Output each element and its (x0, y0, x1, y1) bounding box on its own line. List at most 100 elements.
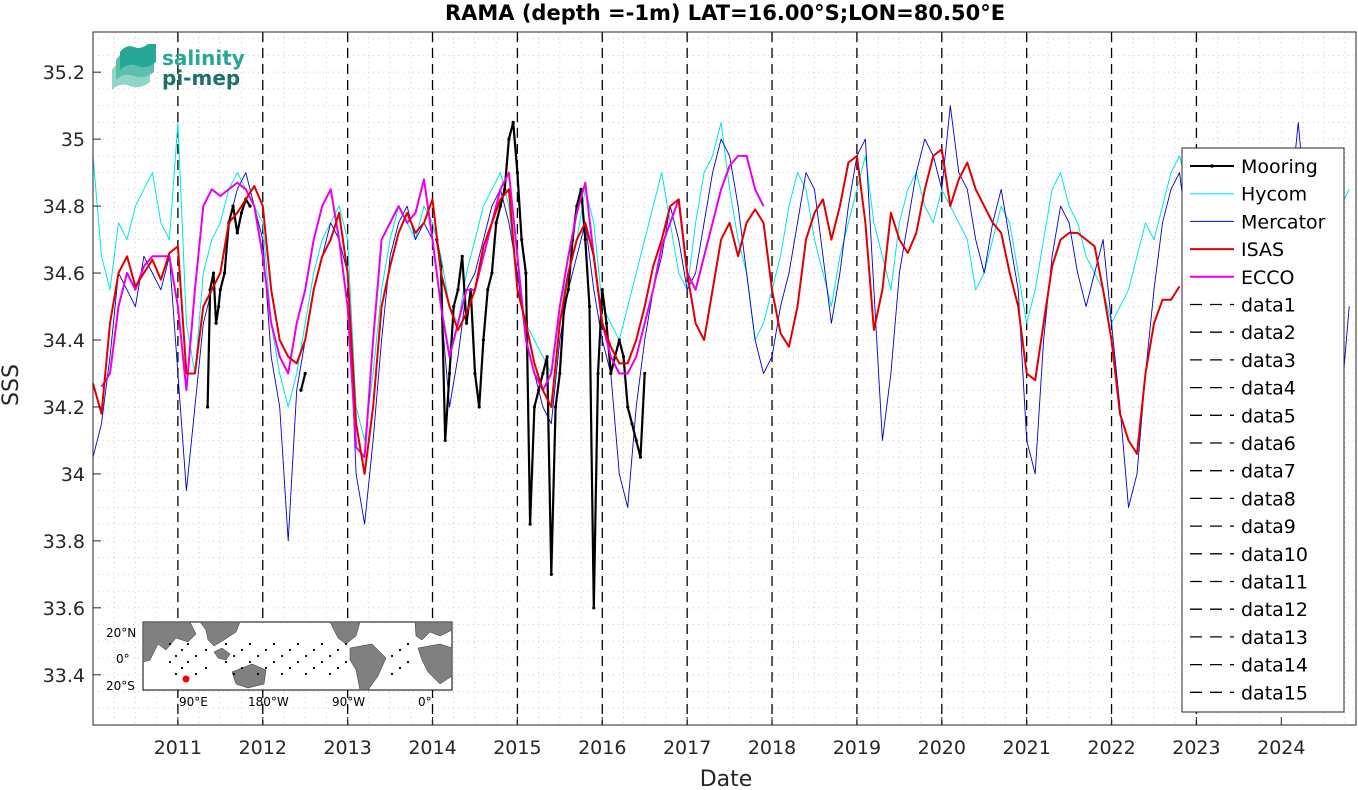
logo-text-line2: pi-mep (162, 66, 240, 90)
inset-mooring-dot (272, 642, 276, 646)
x-tick-label: 2015 (493, 737, 541, 759)
legend-label: data1 (1241, 295, 1296, 317)
legend-item: data2 (1190, 322, 1296, 344)
inset-mooring-dot (186, 642, 190, 646)
x-tick-label: 2019 (833, 737, 881, 759)
inset-mooring-dot (304, 672, 308, 676)
series-line-mercator (92, 105, 1350, 542)
inset-mooring-dot (240, 648, 244, 652)
inset-mooring-dot (248, 642, 252, 646)
inset-lon-label-180w: 180°W (248, 695, 289, 709)
series-mercator (92, 105, 1350, 542)
inset-mooring-dot (168, 642, 172, 646)
legend-label: ISAS (1241, 239, 1284, 261)
x-tick-label: 2023 (1172, 737, 1220, 759)
inset-lat-label-20n: 20°N (106, 626, 136, 640)
inset-mooring-dot (204, 648, 208, 652)
legend-item: ISAS (1190, 239, 1284, 261)
legend-label: data12 (1241, 599, 1308, 621)
inset-mooring-dot (312, 648, 316, 652)
legend-label: Mercator (1241, 211, 1326, 233)
series-line-mooring (299, 373, 307, 391)
legend-items: Mooring Hycom Mercator ISAS ECCO data1 data2 da… (1190, 156, 1326, 704)
legend-item: data10 (1190, 544, 1308, 566)
inset-lat-label-20s: 20°S (106, 679, 135, 693)
legend-item: Mooring (1190, 156, 1318, 178)
series-line-isas (92, 148, 1181, 475)
inset-mooring-dot (180, 666, 184, 670)
y-tick-label: 33.6 (43, 598, 85, 620)
inset-mooring-dot (398, 648, 402, 652)
inset-mooring-dot (204, 666, 208, 670)
inset-lon-label-0: 0° (418, 695, 432, 709)
inset-map-mooring-dots (168, 642, 410, 676)
inset-mooring-dot (320, 642, 324, 646)
inset-mooring-dot (390, 654, 394, 658)
legend-item: data11 (1190, 572, 1308, 594)
inset-mooring-dot (344, 642, 348, 646)
legend: Mooring Hycom Mercator ISAS ECCO data1 data2 da… (1181, 147, 1345, 713)
legend-label: data2 (1241, 322, 1296, 344)
y-axis-label: SSS (0, 364, 24, 406)
series-isas (92, 148, 1181, 475)
inset-mooring-dot (194, 672, 198, 676)
inset-mooring-dot (320, 660, 324, 664)
inset-mooring-dot (398, 666, 402, 670)
inset-mooring-dot (272, 660, 276, 664)
series-line-ecco (100, 154, 765, 459)
y-tick-label: 33.8 (43, 531, 85, 553)
salinity-pi-mep-logo: salinity pi-mep (112, 44, 245, 90)
legend-label: data9 (1241, 516, 1296, 538)
series-hycom (92, 121, 1350, 441)
y-tick-label: 34.8 (43, 196, 85, 218)
inset-mooring-dot (296, 660, 300, 664)
inset-mooring-dot (180, 648, 184, 652)
legend-item: data9 (1190, 516, 1296, 538)
legend-item: data6 (1190, 433, 1296, 455)
inset-mooring-dot (174, 672, 178, 676)
x-tick-label: 2018 (748, 737, 796, 759)
inset-mooring-dot (336, 666, 340, 670)
x-tick-label: 2024 (1257, 737, 1305, 759)
series-layer (92, 105, 1350, 610)
legend-item: ECCO (1190, 267, 1295, 289)
inset-mooring-dot (256, 672, 260, 676)
x-tick-label: 2020 (918, 737, 966, 759)
inset-lon-label-90e: 90°E (179, 695, 208, 709)
legend-item: data5 (1190, 405, 1296, 427)
inset-mooring-dot (232, 672, 236, 676)
y-tick-label: 34.2 (43, 397, 85, 419)
legend-item: data1 (1190, 295, 1296, 317)
chart-title: RAMA (depth =-1m) LAT=16.00°S;LON=80.50°… (445, 1, 1005, 25)
inset-mooring-dot (168, 660, 172, 664)
legend-label: data15 (1241, 682, 1308, 704)
legend-item: data12 (1190, 599, 1308, 621)
inset-mooring-dot (186, 660, 190, 664)
y-tick-label: 34.4 (43, 330, 85, 352)
logo-wave-icon (112, 44, 156, 90)
legend-swatch-dot (1210, 164, 1214, 168)
series-ecco (100, 154, 765, 459)
legend-label: data14 (1241, 655, 1308, 677)
x-tick-label: 2017 (663, 737, 711, 759)
legend-label: Hycom (1241, 184, 1307, 206)
axis-ticks: 2011 2012 2013 2014 2015 2016 2017 2018 2019 2020… (43, 62, 1306, 759)
inset-mooring-dot (256, 654, 260, 658)
legend-label: data11 (1241, 572, 1308, 594)
inset-mooring-dot (248, 660, 252, 664)
inset-map: 20°N 0° 20°S 90°E 180°W 90°W 0° (106, 621, 453, 709)
x-tick-label: 2016 (578, 737, 626, 759)
plot-frame (92, 31, 1357, 726)
legend-item: data13 (1190, 627, 1308, 649)
inset-mooring-dot (406, 642, 410, 646)
y-tick-label: 34 (61, 464, 85, 486)
inset-mooring-dot (280, 654, 284, 658)
inset-map-land (142, 621, 453, 691)
y-tick-label: 35.2 (43, 62, 85, 84)
series-line-mooring (206, 196, 251, 408)
legend-label: data6 (1241, 433, 1296, 455)
inset-mooring-dot (264, 666, 268, 670)
series-line-hycom (92, 121, 1350, 441)
inset-mooring-dot (240, 666, 244, 670)
